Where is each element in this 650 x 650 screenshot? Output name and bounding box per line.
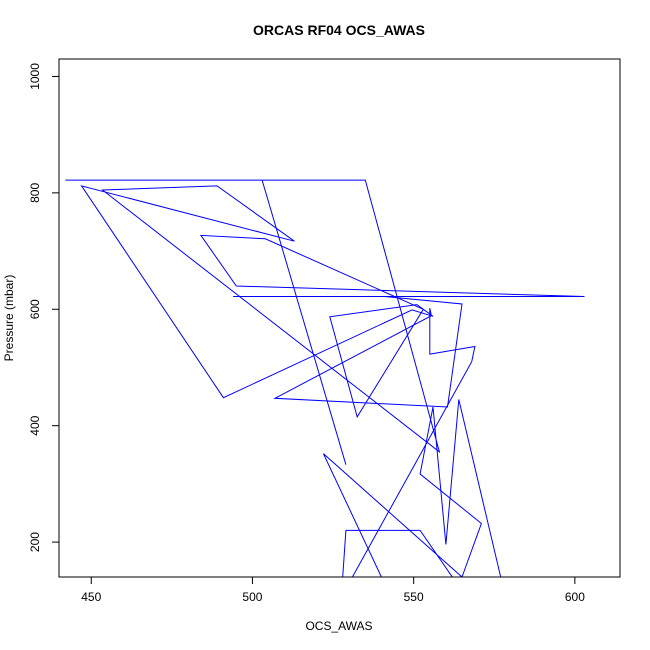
y-tick-label: 800 bbox=[28, 183, 42, 203]
y-tick-label: 400 bbox=[28, 415, 42, 435]
y-axis: 200 400 600 800 1000 bbox=[28, 63, 59, 552]
x-tick-label: 450 bbox=[81, 590, 101, 604]
x-tick-label: 500 bbox=[242, 590, 262, 604]
y-tick-label: 1000 bbox=[28, 63, 42, 90]
y-axis-label: Pressure (mbar) bbox=[2, 275, 16, 362]
x-tick-label: 550 bbox=[404, 590, 424, 604]
chart-title: ORCAS RF04 OCS_AWAS bbox=[253, 22, 425, 38]
x-axis-label: OCS_AWAS bbox=[305, 619, 372, 633]
y-tick-label: 200 bbox=[28, 532, 42, 552]
x-tick-label: 600 bbox=[565, 590, 585, 604]
series-line bbox=[65, 179, 585, 577]
plot-frame bbox=[58, 58, 621, 578]
plot-area bbox=[65, 179, 585, 577]
y-tick-label: 600 bbox=[28, 299, 42, 319]
x-axis: 450 500 550 600 bbox=[81, 577, 585, 604]
